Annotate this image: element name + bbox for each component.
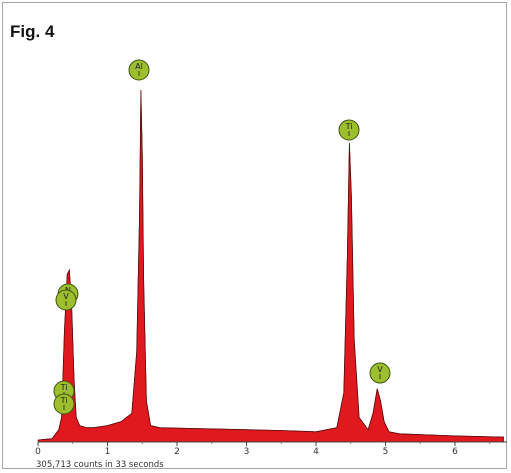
- peak-marker-circle: [128, 59, 150, 81]
- x-tick-label: 5: [383, 447, 389, 457]
- peak-marker-ti: Ti: [338, 119, 360, 141]
- peak-marker-label: Ti: [60, 383, 68, 392]
- peak-marker-circle: [53, 393, 75, 415]
- x-tick-label: 2: [174, 447, 180, 457]
- peak-marker-circle: [369, 362, 391, 384]
- peak-marker-v: V: [55, 289, 77, 311]
- spectrum-outline-0: [37, 89, 504, 441]
- x-tick-label: 0: [35, 447, 41, 457]
- spectrum-layer: [37, 89, 504, 443]
- figure-frame: [2, 2, 507, 469]
- figure-label: Fig. 4: [10, 22, 55, 41]
- peak-marker-al: Al: [128, 59, 150, 81]
- peak-marker-ti: Ti: [53, 393, 75, 415]
- peak-markers: AlTiVNVTiTi: [53, 59, 391, 415]
- peak-marker-label: Ti: [60, 396, 68, 405]
- peak-marker-label: Al: [135, 62, 143, 71]
- x-tick-label: 1: [105, 447, 111, 457]
- peak-marker-label: Ti: [345, 122, 353, 131]
- peak-marker-label: V: [63, 292, 69, 301]
- peak-marker-circle: [55, 289, 77, 311]
- peak-marker-label: V: [377, 365, 383, 374]
- x-tick-label: 6: [452, 447, 458, 457]
- spectrum-series-0: [37, 89, 504, 443]
- x-axis: 0 1 2 3 4 5 6: [35, 441, 507, 457]
- x-tick-label: 3: [244, 447, 250, 457]
- x-tick-label: 4: [313, 447, 319, 457]
- counts-annotation: 305,713 counts in 33 seconds: [36, 460, 164, 470]
- peak-marker-circle: [338, 119, 360, 141]
- peak-marker-v: V: [369, 362, 391, 384]
